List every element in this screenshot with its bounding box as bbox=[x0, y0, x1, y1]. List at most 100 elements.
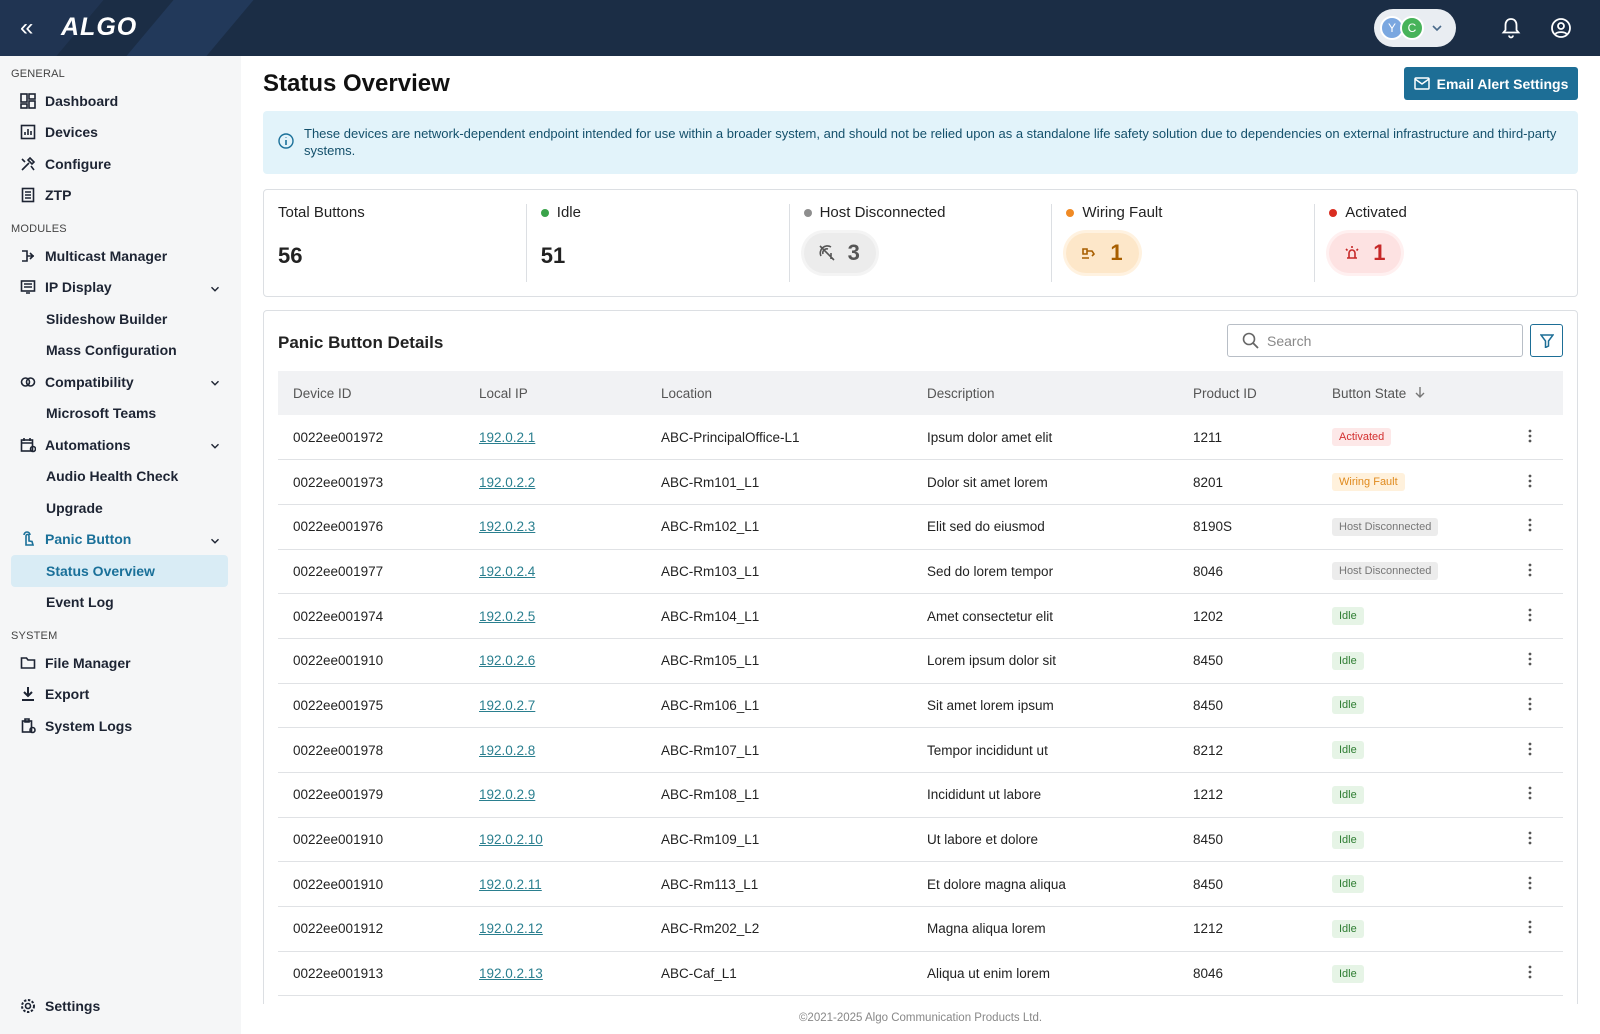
decor bbox=[126, 0, 254, 56]
icon bbox=[22, 687, 34, 702]
row-actions[interactable] bbox=[1507, 727, 1563, 773]
ip-link[interactable]: 192.0.2.13 bbox=[479, 966, 543, 982]
nav-subitem[interactable]: Mass Configuration bbox=[46, 342, 177, 359]
search-box[interactable]: Search bbox=[1227, 324, 1523, 357]
table-cell: 0022ee001910 bbox=[278, 861, 464, 908]
stats-card: Total Buttons 56 Idle 51 Host Disconnected 3 W… bbox=[263, 189, 1578, 297]
nav-label: Settings bbox=[45, 998, 101, 1015]
nav-item[interactable]: Dashboard bbox=[0, 85, 228, 117]
nav-subitem[interactable]: Status Overview bbox=[11, 555, 228, 587]
table-cell: ABC-Rm202_L2 bbox=[646, 906, 912, 952]
account[interactable] bbox=[1550, 17, 1572, 39]
row-actions[interactable] bbox=[1507, 504, 1563, 550]
row-actions[interactable] bbox=[1507, 906, 1563, 952]
ip-link[interactable]: 192.0.2.9 bbox=[479, 787, 536, 803]
table-row: 0022ee001910 192.0.2.10 ABC-Rm109_L1 Ut lab… bbox=[278, 817, 1563, 863]
table-cell: 0022ee001912 bbox=[278, 906, 464, 952]
table-cell: 1202 bbox=[1178, 593, 1317, 639]
icon bbox=[20, 656, 36, 669]
table-row: 0022ee001974 192.0.2.5 ABC-Rm104_L1 Amet co… bbox=[278, 593, 1563, 639]
ip-link[interactable]: 192.0.2.2 bbox=[479, 474, 536, 490]
row-actions[interactable] bbox=[1507, 861, 1563, 908]
nav-item[interactable]: Configure bbox=[0, 148, 228, 180]
table-cell: Activated bbox=[1317, 415, 1507, 461]
nav-item[interactable]: Devices bbox=[0, 117, 228, 149]
nav-subitem[interactable]: Audio Health Check bbox=[46, 468, 179, 485]
nav-item[interactable]: System Logs bbox=[0, 710, 228, 742]
column-header[interactable]: Button State bbox=[1317, 371, 1507, 415]
state-badge: Idle bbox=[1332, 607, 1364, 626]
row-actions[interactable] bbox=[1507, 951, 1563, 997]
row-actions[interactable] bbox=[1507, 817, 1563, 863]
filter-button[interactable] bbox=[1530, 324, 1563, 357]
row-actions[interactable] bbox=[1507, 459, 1563, 505]
collapse-button[interactable]: « bbox=[20, 14, 34, 41]
kebab-menu bbox=[1528, 876, 1532, 890]
ip-link[interactable]: 192.0.2.1 bbox=[479, 429, 536, 445]
notifications[interactable] bbox=[1501, 17, 1521, 39]
nav-subitem[interactable]: Event Log bbox=[46, 594, 114, 611]
ip-link[interactable]: 192.0.2.6 bbox=[479, 653, 536, 669]
ip-link[interactable]: 192.0.2.12 bbox=[479, 921, 543, 937]
nav-item[interactable]: Settings bbox=[0, 991, 228, 1023]
table-cell: 0022ee001977 bbox=[278, 549, 464, 595]
row-actions[interactable] bbox=[1507, 772, 1563, 818]
table-row: 0022ee001972 192.0.2.1 ABC-PrincipalOffice… bbox=[278, 415, 1563, 461]
nav-subitem[interactable]: Upgrade bbox=[46, 499, 103, 516]
table-cell: Sit amet lorem ipsum bbox=[912, 683, 1178, 729]
state-badge: Idle bbox=[1332, 741, 1364, 760]
nav-item[interactable]: ZTP bbox=[0, 180, 228, 212]
user-switcher[interactable]: Y C bbox=[1374, 9, 1456, 47]
nav-label: System Logs bbox=[45, 717, 133, 734]
row-actions[interactable] bbox=[1507, 638, 1563, 684]
ip-link[interactable]: 192.0.2.10 bbox=[479, 832, 543, 848]
table-cell: 0022ee001910 bbox=[278, 638, 464, 684]
table-cell: Ipsum dolor amet elit bbox=[912, 415, 1178, 461]
table-cell: 192.0.2.1 bbox=[464, 415, 646, 461]
table-cell: Idle bbox=[1317, 638, 1507, 684]
icon bbox=[1345, 246, 1359, 259]
stat: Wiring Fault 1 bbox=[1052, 204, 1316, 282]
nav-item[interactable]: Automations bbox=[0, 429, 228, 461]
search-icon bbox=[1242, 332, 1259, 349]
nav-item[interactable]: File Manager bbox=[0, 647, 228, 679]
status-dot bbox=[1066, 208, 1075, 217]
ip-link[interactable]: 192.0.2.8 bbox=[479, 742, 536, 758]
nav-item[interactable]: IP Display bbox=[0, 272, 228, 304]
email-alert-button[interactable]: Email Alert Settings bbox=[1404, 67, 1578, 100]
table-cell: Amet consectetur elit bbox=[912, 593, 1178, 639]
table-cell: 8046 bbox=[1178, 951, 1317, 997]
ip-link[interactable]: 192.0.2.11 bbox=[479, 876, 542, 892]
ip-link[interactable]: 192.0.2.4 bbox=[479, 563, 536, 579]
table-cell: 1212 bbox=[1178, 906, 1317, 952]
nav-item[interactable]: Export bbox=[0, 679, 228, 711]
icon bbox=[21, 717, 36, 734]
table-row: 0022ee001976 192.0.2.3 ABC-Rm102_L1 Elit se… bbox=[278, 504, 1563, 550]
nav-subitem[interactable]: Slideshow Builder bbox=[46, 310, 168, 327]
nav-item[interactable]: Multicast Manager bbox=[0, 240, 228, 272]
nav-label: Panic Button bbox=[45, 531, 132, 548]
table-cell: ABC-Rm104_L1 bbox=[646, 593, 912, 639]
nav-item[interactable]: Panic Button bbox=[0, 524, 228, 556]
row-actions[interactable] bbox=[1507, 593, 1563, 639]
icon bbox=[20, 437, 36, 453]
ip-link[interactable]: 192.0.2.7 bbox=[479, 697, 536, 713]
table-cell: ABC-Rm108_L1 bbox=[646, 772, 912, 818]
state-badge: Idle bbox=[1332, 875, 1364, 894]
table-cell: 8450 bbox=[1178, 817, 1317, 863]
table-cell: Idle bbox=[1317, 817, 1507, 863]
footer: ©2021-2025 Algo Communication Products L… bbox=[798, 1012, 1043, 1024]
nav-subitem[interactable]: Microsoft Teams bbox=[46, 405, 157, 422]
table-cell: 192.0.2.12 bbox=[464, 906, 646, 952]
icon bbox=[21, 156, 36, 171]
row-actions[interactable] bbox=[1507, 683, 1563, 729]
row-actions[interactable] bbox=[1507, 549, 1563, 595]
table-cell: Sed do lorem tempor bbox=[912, 549, 1178, 595]
nav-item[interactable]: Compatibility bbox=[0, 366, 228, 398]
table-cell: Et dolore magna aliqua bbox=[912, 861, 1178, 908]
state-badge: Idle bbox=[1332, 964, 1364, 983]
ip-link[interactable]: 192.0.2.5 bbox=[479, 608, 536, 624]
row-actions[interactable] bbox=[1507, 415, 1563, 461]
nav: GENERAL Dashboard Devices Configure ZTP MODUL… bbox=[0, 56, 241, 742]
ip-link[interactable]: 192.0.2.3 bbox=[479, 519, 536, 535]
